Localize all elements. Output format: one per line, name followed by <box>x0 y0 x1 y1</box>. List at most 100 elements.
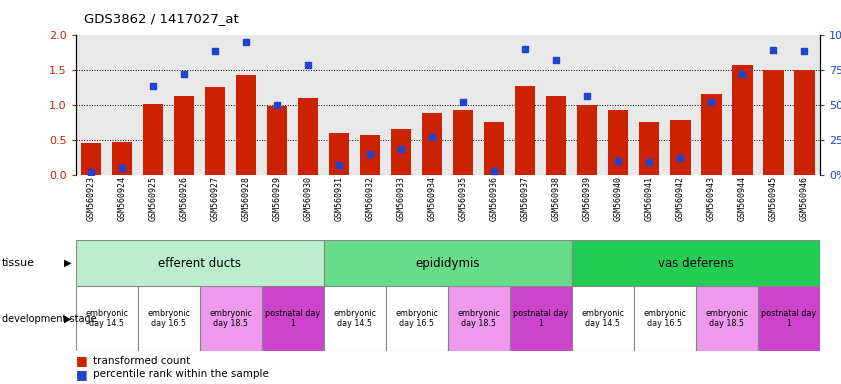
Text: GSM560944: GSM560944 <box>738 176 747 221</box>
Text: embryonic
day 14.5: embryonic day 14.5 <box>581 309 624 328</box>
Bar <box>112 142 132 175</box>
Text: GSM560942: GSM560942 <box>676 176 685 221</box>
Text: tissue: tissue <box>2 258 34 268</box>
Text: percentile rank within the sample: percentile rank within the sample <box>93 369 268 379</box>
Text: ▶: ▶ <box>64 258 71 268</box>
Text: GSM560931: GSM560931 <box>335 176 344 221</box>
Bar <box>696 286 758 351</box>
Text: GSM560935: GSM560935 <box>459 176 468 221</box>
Bar <box>360 135 380 175</box>
Bar <box>138 286 200 351</box>
Point <box>550 57 563 63</box>
Point <box>240 38 253 45</box>
Bar <box>608 110 628 175</box>
Bar <box>634 286 696 351</box>
Bar <box>733 65 753 175</box>
Text: embryonic
day 18.5: embryonic day 18.5 <box>458 309 500 328</box>
Bar <box>516 86 536 175</box>
Text: embryonic
day 18.5: embryonic day 18.5 <box>209 309 252 328</box>
Bar <box>386 286 447 351</box>
Text: postnatal day
1: postnatal day 1 <box>513 309 569 328</box>
Point <box>674 155 687 161</box>
Point <box>736 71 749 77</box>
Text: GSM560933: GSM560933 <box>397 176 406 221</box>
Bar <box>572 240 820 286</box>
Text: transformed count: transformed count <box>93 356 190 366</box>
Text: GSM560945: GSM560945 <box>769 176 778 221</box>
Text: ■: ■ <box>76 368 87 381</box>
Bar <box>76 286 138 351</box>
Point <box>798 48 812 55</box>
Bar <box>764 70 784 175</box>
Point <box>302 62 315 68</box>
Point <box>394 146 408 152</box>
Bar <box>572 286 634 351</box>
Bar <box>200 286 262 351</box>
Bar <box>447 286 510 351</box>
Bar <box>484 122 505 175</box>
Text: embryonic
day 14.5: embryonic day 14.5 <box>333 309 376 328</box>
Bar <box>329 133 349 175</box>
Text: GSM560930: GSM560930 <box>304 176 313 221</box>
Bar <box>267 106 288 175</box>
Point <box>363 151 377 157</box>
Text: embryonic
day 18.5: embryonic day 18.5 <box>706 309 748 328</box>
Text: development stage: development stage <box>2 314 97 324</box>
Text: embryonic
day 16.5: embryonic day 16.5 <box>395 309 438 328</box>
Bar <box>262 286 324 351</box>
Bar <box>670 120 690 175</box>
Bar <box>81 143 101 175</box>
Point <box>115 165 129 171</box>
Text: GSM560937: GSM560937 <box>521 176 530 221</box>
Text: GSM560925: GSM560925 <box>149 176 158 221</box>
Text: GSM560939: GSM560939 <box>583 176 592 221</box>
Point <box>643 159 656 165</box>
Bar <box>422 113 442 175</box>
Point <box>209 48 222 55</box>
Text: ■: ■ <box>76 354 87 367</box>
Text: postnatal day
1: postnatal day 1 <box>761 309 817 328</box>
Bar <box>577 104 597 175</box>
Point <box>767 47 780 53</box>
Point <box>84 169 98 175</box>
Text: GDS3862 / 1417027_at: GDS3862 / 1417027_at <box>84 12 239 25</box>
Bar <box>205 87 225 175</box>
Bar <box>143 104 163 175</box>
Point <box>705 99 718 105</box>
Text: GSM560927: GSM560927 <box>211 176 220 221</box>
Text: GSM560934: GSM560934 <box>428 176 436 221</box>
Text: ▶: ▶ <box>64 314 71 324</box>
Text: GSM560924: GSM560924 <box>118 176 127 221</box>
Point <box>271 101 284 108</box>
Point <box>519 46 532 52</box>
Text: GSM560943: GSM560943 <box>707 176 716 221</box>
Point <box>426 134 439 140</box>
Bar <box>299 98 319 175</box>
Text: GSM560938: GSM560938 <box>552 176 561 221</box>
Text: GSM560928: GSM560928 <box>241 176 251 221</box>
Text: postnatal day
1: postnatal day 1 <box>265 309 320 328</box>
Bar <box>391 129 411 175</box>
Bar <box>639 122 659 175</box>
Point <box>611 157 625 164</box>
Point <box>580 93 594 99</box>
Text: GSM560926: GSM560926 <box>180 176 188 221</box>
Bar <box>453 110 473 175</box>
Text: epididymis: epididymis <box>415 257 480 270</box>
Bar <box>510 286 572 351</box>
Bar <box>236 75 257 175</box>
Point <box>457 99 470 105</box>
Bar <box>76 240 324 286</box>
Bar <box>701 94 722 175</box>
Text: embryonic
day 16.5: embryonic day 16.5 <box>147 309 190 328</box>
Point <box>146 83 160 89</box>
Text: efferent ducts: efferent ducts <box>158 257 241 270</box>
Bar <box>174 96 194 175</box>
Bar <box>758 286 820 351</box>
Bar <box>795 70 815 175</box>
Text: GSM560940: GSM560940 <box>614 176 623 221</box>
Text: GSM560941: GSM560941 <box>645 176 654 221</box>
Bar <box>547 96 567 175</box>
Text: GSM560932: GSM560932 <box>366 176 375 221</box>
Bar <box>324 240 572 286</box>
